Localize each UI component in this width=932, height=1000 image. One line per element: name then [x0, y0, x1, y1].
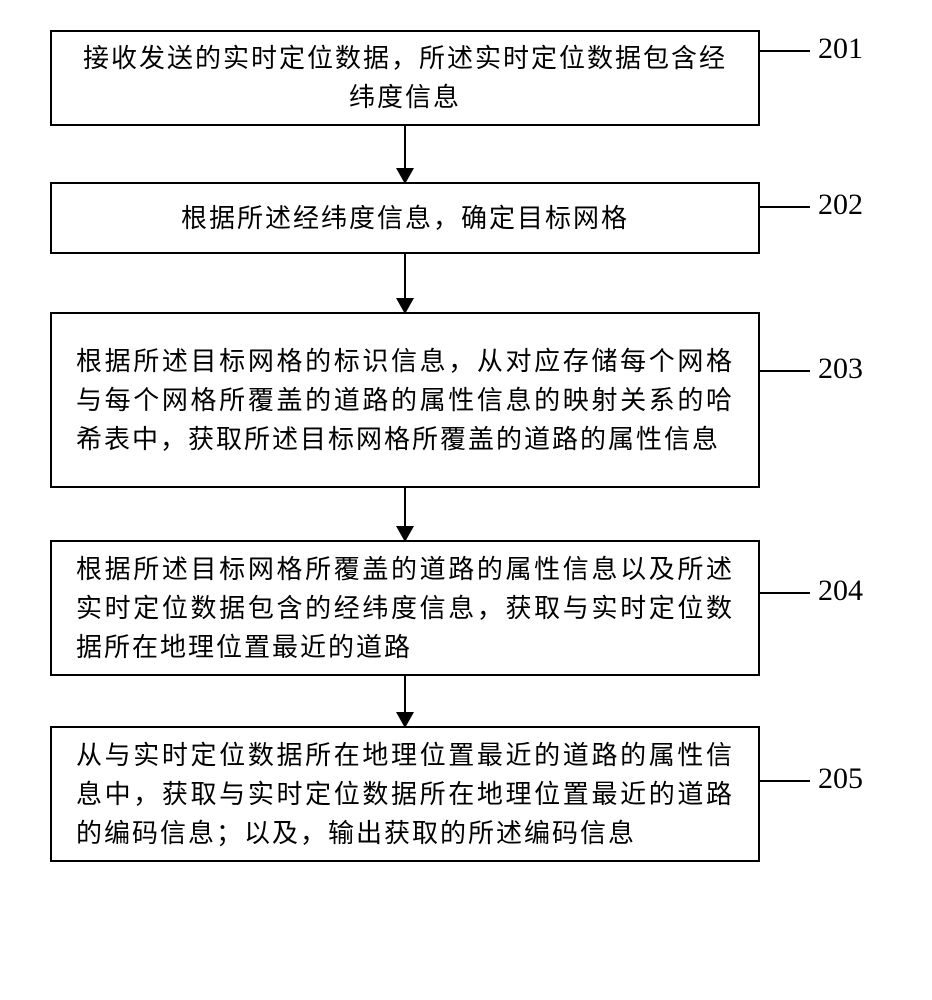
connector-201	[760, 50, 810, 52]
flow-step-205: 从与实时定位数据所在地理位置最近的道路的属性信息中，获取与实时定位数据所在地理位…	[50, 726, 760, 862]
flow-label-205: 205	[818, 762, 863, 796]
flow-step-202: 根据所述经纬度信息，确定目标网格	[50, 182, 760, 254]
connector-203	[760, 370, 810, 372]
flow-label-203: 203	[818, 352, 863, 386]
connector-202	[760, 206, 810, 208]
flow-step-202-text: 根据所述经纬度信息，确定目标网格	[181, 199, 629, 238]
connector-205	[760, 780, 810, 782]
flow-label-201: 201	[818, 32, 863, 66]
flow-step-204-text: 根据所述目标网格所覆盖的道路的属性信息以及所述实时定位数据包含的经纬度信息，获取…	[76, 550, 734, 667]
arrow-3	[50, 488, 760, 540]
flowchart-container: 接收发送的实时定位数据，所述实时定位数据包含经纬度信息 201 根据所述经纬度信…	[50, 30, 882, 862]
flow-step-203: 根据所述目标网格的标识信息，从对应存储每个网格与每个网格所覆盖的道路的属性信息的…	[50, 312, 760, 488]
flow-step-203-text: 根据所述目标网格的标识信息，从对应存储每个网格与每个网格所覆盖的道路的属性信息的…	[76, 342, 734, 459]
flow-label-204: 204	[818, 574, 863, 608]
connector-204	[760, 592, 810, 594]
flow-step-205-text: 从与实时定位数据所在地理位置最近的道路的属性信息中，获取与实时定位数据所在地理位…	[76, 736, 734, 853]
flow-step-201: 接收发送的实时定位数据，所述实时定位数据包含经纬度信息	[50, 30, 760, 126]
arrow-1	[50, 126, 760, 182]
flow-step-201-text: 接收发送的实时定位数据，所述实时定位数据包含经纬度信息	[76, 39, 734, 117]
flow-step-204: 根据所述目标网格所覆盖的道路的属性信息以及所述实时定位数据包含的经纬度信息，获取…	[50, 540, 760, 676]
flow-label-202: 202	[818, 188, 863, 222]
arrow-4	[50, 676, 760, 726]
arrow-2	[50, 254, 760, 312]
